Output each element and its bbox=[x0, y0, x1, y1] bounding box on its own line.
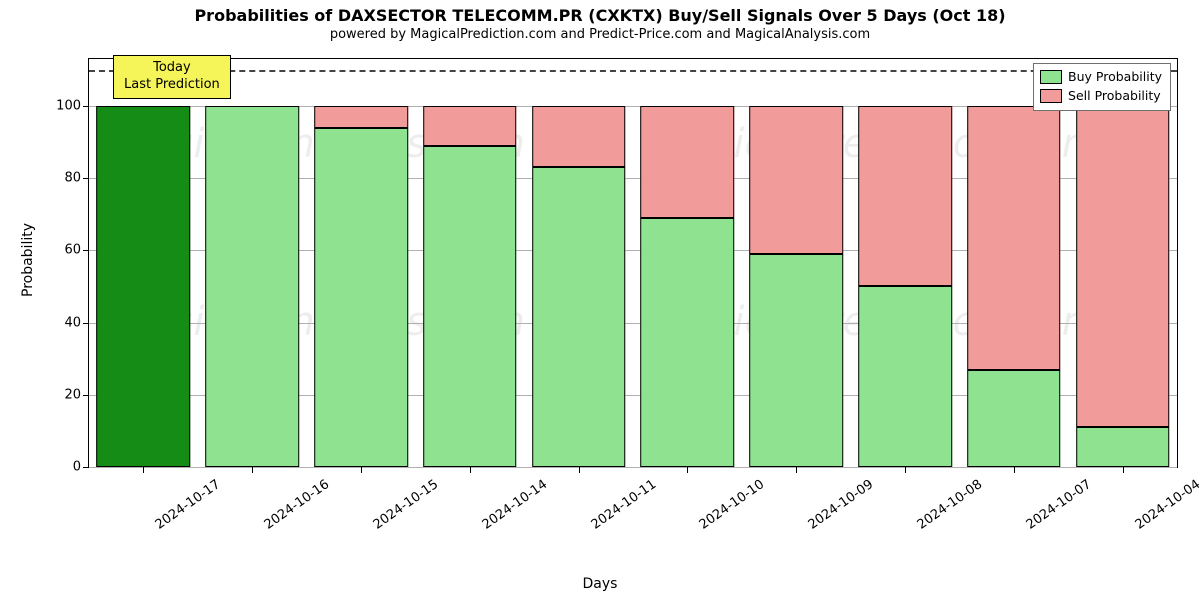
xtick-label: 2024-10-07 bbox=[1023, 477, 1094, 533]
bar-slot bbox=[307, 59, 416, 467]
chart-title: Probabilities of DAXSECTOR TELECOMM.PR (… bbox=[0, 0, 1200, 25]
chart-subtitle: powered by MagicalPrediction.com and Pre… bbox=[0, 27, 1200, 42]
annotation-line: Today bbox=[124, 60, 220, 77]
xtick-mark bbox=[470, 467, 471, 473]
bar-slot bbox=[1068, 59, 1177, 467]
bar-buy bbox=[205, 106, 299, 467]
xtick-mark bbox=[796, 467, 797, 473]
xtick-mark bbox=[905, 467, 906, 473]
bar-slot bbox=[198, 59, 307, 467]
xtick-mark bbox=[143, 467, 144, 473]
xtick-label: 2024-10-15 bbox=[371, 477, 442, 533]
bar-buy bbox=[314, 128, 408, 467]
bar-slot bbox=[89, 59, 198, 467]
bar-buy bbox=[749, 254, 843, 467]
xtick-label: 2024-10-16 bbox=[262, 477, 333, 533]
ytick-mark bbox=[83, 106, 89, 107]
legend: Buy Probability Sell Probability bbox=[1033, 63, 1171, 111]
xtick-mark bbox=[1014, 467, 1015, 473]
xtick-label: 2024-10-11 bbox=[588, 477, 659, 533]
bar-slot bbox=[959, 59, 1068, 467]
bar-buy bbox=[532, 167, 626, 467]
ytick-label: 100 bbox=[56, 98, 81, 113]
xtick-mark bbox=[1123, 467, 1124, 473]
bar-slot bbox=[851, 59, 960, 467]
xtick-label: 2024-10-08 bbox=[915, 477, 986, 533]
ytick-mark bbox=[83, 323, 89, 324]
legend-swatch-sell bbox=[1040, 89, 1062, 103]
bar-sell bbox=[641, 106, 735, 218]
ytick-mark bbox=[83, 250, 89, 251]
bar-sell bbox=[423, 106, 517, 146]
bar-sell bbox=[314, 106, 408, 128]
annotation-line: Last Prediction bbox=[124, 77, 220, 94]
ytick-mark bbox=[83, 395, 89, 396]
bar-buy bbox=[858, 286, 952, 467]
xtick-label: 2024-10-17 bbox=[153, 477, 224, 533]
bar-buy bbox=[641, 218, 735, 467]
ytick-mark bbox=[83, 178, 89, 179]
xtick-label: 2024-10-04 bbox=[1132, 477, 1200, 533]
bar-sell bbox=[967, 106, 1061, 370]
ytick-label: 40 bbox=[64, 315, 81, 330]
ytick-label: 20 bbox=[64, 387, 81, 402]
bar-sell bbox=[858, 106, 952, 287]
bar-buy bbox=[97, 106, 191, 467]
xtick-mark bbox=[579, 467, 580, 473]
today-annotation: Today Last Prediction bbox=[113, 55, 231, 99]
bar-slot bbox=[524, 59, 633, 467]
legend-item-sell: Sell Probability bbox=[1040, 87, 1162, 106]
ytick-label: 60 bbox=[64, 243, 81, 258]
bar-buy bbox=[423, 146, 517, 467]
bar-buy bbox=[967, 370, 1061, 467]
xtick-label: 2024-10-09 bbox=[806, 477, 877, 533]
x-axis-label: Days bbox=[583, 576, 618, 592]
legend-item-buy: Buy Probability bbox=[1040, 68, 1162, 87]
xtick-label: 2024-10-10 bbox=[697, 477, 768, 533]
ytick-label: 80 bbox=[64, 171, 81, 186]
ytick-label: 0 bbox=[73, 460, 81, 475]
xtick-mark bbox=[687, 467, 688, 473]
bar-sell bbox=[749, 106, 843, 254]
chart-container: Probabilities of DAXSECTOR TELECOMM.PR (… bbox=[0, 0, 1200, 600]
xtick-mark bbox=[361, 467, 362, 473]
xtick-mark bbox=[252, 467, 253, 473]
xtick-label: 2024-10-14 bbox=[479, 477, 550, 533]
bar-buy bbox=[1076, 427, 1170, 467]
legend-label: Buy Probability bbox=[1068, 68, 1162, 87]
bar-sell bbox=[1076, 106, 1170, 427]
legend-label: Sell Probability bbox=[1068, 87, 1161, 106]
ytick-mark bbox=[83, 467, 89, 468]
legend-swatch-buy bbox=[1040, 70, 1062, 84]
bars-layer bbox=[89, 59, 1177, 467]
bar-sell bbox=[532, 106, 626, 167]
bar-slot bbox=[633, 59, 742, 467]
plot-area: MagicalAnalysis.com MagicalPrediction.co… bbox=[88, 58, 1178, 468]
bar-slot bbox=[415, 59, 524, 467]
bar-slot bbox=[742, 59, 851, 467]
y-axis-label: Probability bbox=[20, 223, 36, 297]
